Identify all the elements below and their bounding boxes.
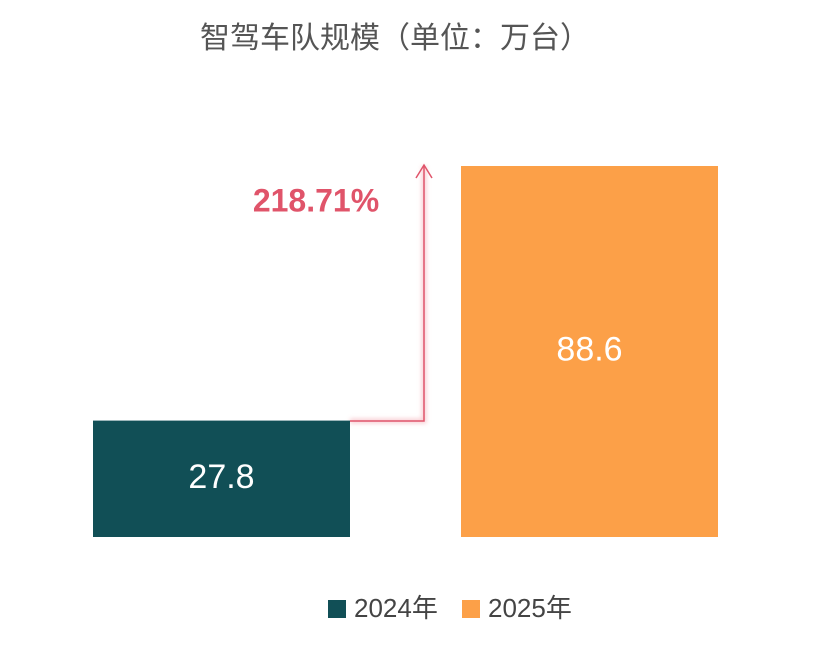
data-label: 27.8	[188, 458, 254, 496]
legend-swatch	[328, 600, 346, 618]
data-label: 88.6	[556, 330, 622, 368]
legend-swatch	[462, 600, 480, 618]
bar	[461, 166, 718, 537]
growth-arrow	[350, 163, 433, 424]
annotation: 218.71%	[253, 182, 379, 218]
legend-label: 2025年	[488, 593, 572, 623]
chart-title: 智驾车队规模（单位：万台）	[200, 22, 590, 55]
legend-label: 2024年	[354, 593, 438, 623]
bar	[93, 420, 350, 537]
